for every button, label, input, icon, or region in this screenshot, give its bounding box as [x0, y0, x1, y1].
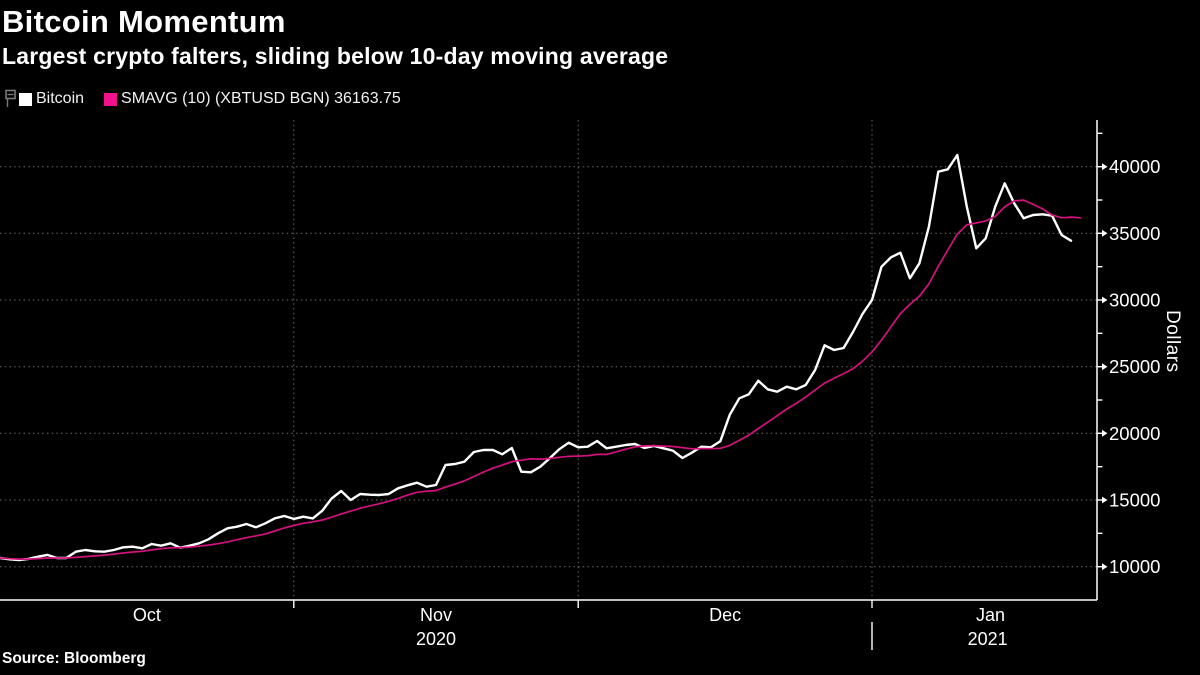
page-title: Bitcoin Momentum	[2, 4, 286, 39]
annotation-pin-icon	[5, 89, 16, 107]
y-axis-title: Dollars	[1162, 310, 1183, 373]
source-note: Source: Bloomberg	[2, 650, 146, 667]
y-tick-arrow-icon	[1102, 163, 1108, 171]
month-label: Oct	[133, 605, 161, 625]
year-label: 2020	[416, 629, 456, 649]
y-tick-label: 25000	[1109, 356, 1160, 377]
series-line-smavg	[0, 199, 1082, 560]
legend-label-smavg: SMAVG (10) (XBTUSD BGN) 36163.75	[121, 90, 401, 107]
legend: Bitcoin SMAVG (10) (XBTUSD BGN) 36163.75	[3, 89, 421, 109]
y-tick-label: 20000	[1109, 423, 1160, 444]
legend-swatch-bitcoin	[19, 92, 32, 106]
month-label: Nov	[420, 605, 452, 625]
y-tick-label: 40000	[1109, 156, 1160, 177]
chart-subtitle: Largest crypto falters, sliding below 10…	[2, 43, 669, 69]
series-line-bitcoin	[0, 153, 1073, 562]
y-tick-label: 15000	[1109, 490, 1160, 511]
legend-swatch-smavg	[104, 92, 118, 106]
y-tick-label: 35000	[1109, 223, 1160, 244]
y-tick-arrow-icon	[1102, 296, 1108, 304]
y-tick-label: 30000	[1109, 290, 1160, 311]
y-tick-arrow-icon	[1102, 563, 1108, 571]
y-tick-arrow-icon	[1102, 496, 1108, 504]
month-label: Dec	[709, 605, 741, 625]
month-label: Jan	[976, 605, 1005, 625]
legend-label-bitcoin: Bitcoin	[36, 90, 85, 107]
y-tick-arrow-icon	[1102, 429, 1108, 437]
year-label: 2021	[968, 629, 1008, 649]
y-tick-label: 10000	[1109, 556, 1160, 577]
y-tick-arrow-icon	[1102, 229, 1108, 237]
y-tick-arrow-icon	[1102, 363, 1108, 371]
